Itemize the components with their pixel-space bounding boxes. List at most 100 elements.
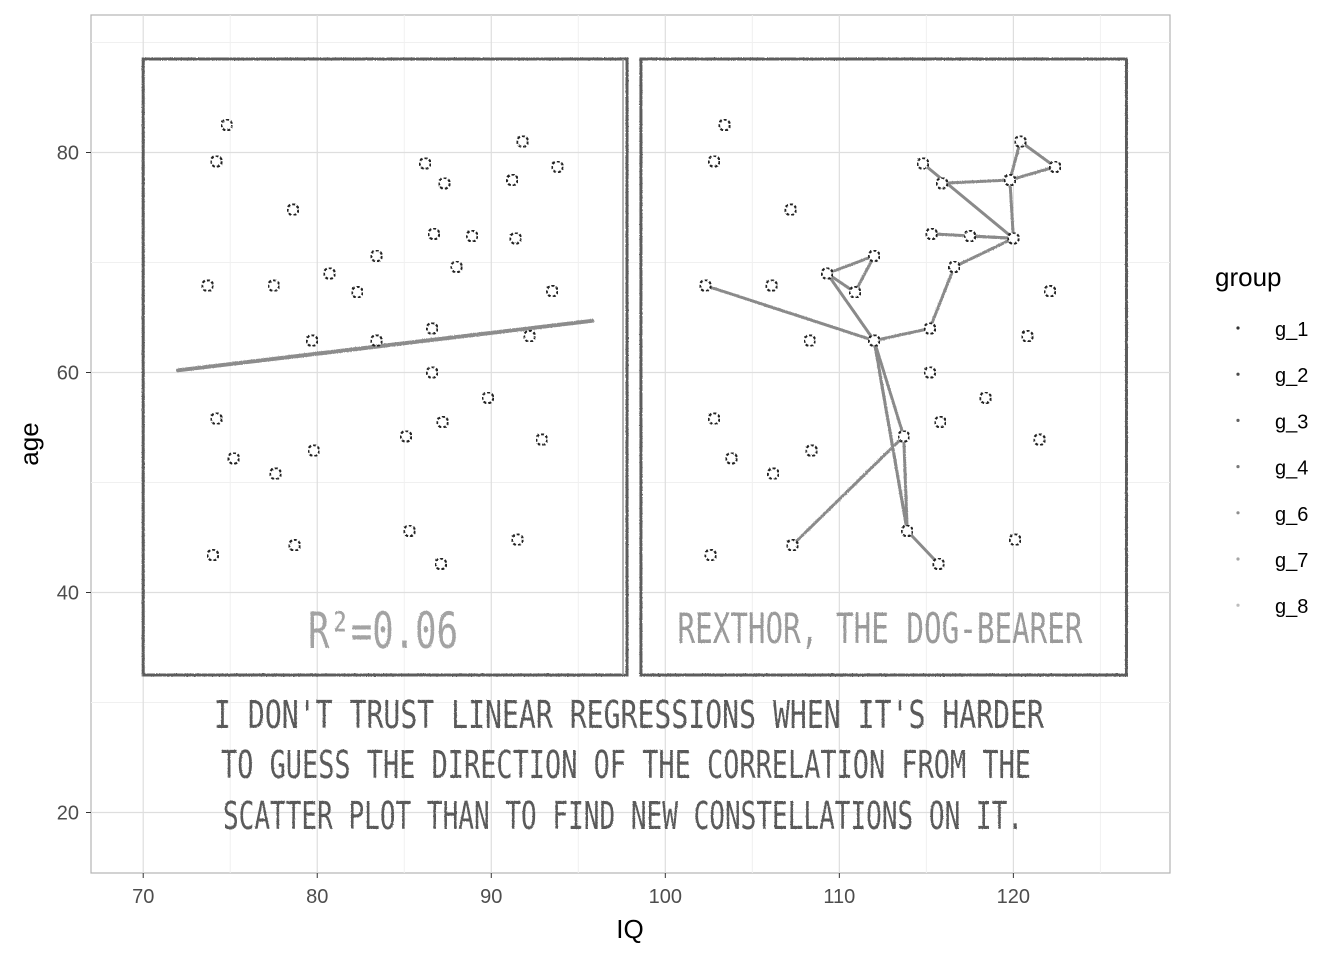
data-point-right [900,524,914,538]
legend-key-g_1 [1236,326,1240,330]
constellation-edge [902,434,909,533]
data-point-left [369,249,384,263]
constellation-edge [968,234,1015,240]
data-point-right [1008,533,1022,547]
minor-grid [91,15,1170,873]
y-tick-label: 40 [57,583,79,605]
x-tick-label: 90 [480,886,502,908]
constellation-edge [1018,140,1057,169]
constellation-edge [853,254,876,294]
data-point-left [286,203,300,217]
legend-key-g_4 [1236,465,1240,469]
x-axis-ticks: 70 80 90 100 110 120 [132,873,1030,908]
data-point-right [923,365,937,380]
data-point-right [764,279,779,293]
legend: group g_1 g_2 g_3 g_4 g_6 g_7 g_8 [1215,262,1308,618]
data-point-right [1020,329,1034,343]
y-tick-label: 60 [57,363,79,385]
data-point-right [947,260,961,274]
constellation-edge [952,236,1015,269]
legend-key-g_7 [1236,557,1240,561]
data-point-right [978,391,993,405]
data-point-left [505,173,519,187]
data-point-left [288,538,302,552]
data-point-right [1003,173,1017,187]
data-point-right [717,118,732,132]
data-point-left [545,284,559,298]
constellation-label: REXTHOR, THE DOG-BEARER [678,604,1083,653]
data-point-left [510,533,524,547]
data-point-left [369,334,384,348]
data-point-left [206,548,220,562]
x-tick-label: 70 [132,886,154,908]
x-tick-label: 120 [997,886,1030,908]
data-point-right [803,334,817,348]
data-point-right [724,451,739,465]
data-point-right [916,156,930,171]
constellation-edge [703,284,876,343]
comic-panel-2 [639,57,1128,677]
data-point-right [867,334,881,348]
data-point-right [924,227,939,241]
legend-label-g_1: g_1 [1275,319,1308,341]
data-point-right [935,176,949,190]
constellation-edge [1008,140,1022,182]
data-point-left [425,365,439,380]
data-point-right [785,538,799,552]
data-point-right [1048,160,1062,174]
constellation-edge [872,339,909,533]
data-point-right [820,266,834,281]
data-point-left [402,524,417,538]
data-point-right [1013,134,1027,149]
constellation-edge [872,327,932,343]
legend-key-g_3 [1236,418,1240,422]
r-squared-label: R²=0.06 [308,602,458,660]
data-point-left [268,467,283,481]
comic-panel-1 [141,57,629,677]
data-point-left [437,176,451,190]
data-point-right [1006,231,1020,245]
constellation-edge [1008,165,1057,182]
data-point-right [784,203,798,217]
data-point-right [707,154,721,168]
data-point-right [867,249,881,263]
data-point-left [515,134,530,149]
legend-key-g_8 [1236,603,1240,607]
data-point-left [322,266,337,281]
regression-line [176,318,595,373]
data-point-left [522,329,537,343]
constellation-edge [872,339,906,438]
constellation-edge [905,529,941,566]
data-point-right [707,412,721,426]
legend-label-g_8: g_8 [1275,596,1308,618]
x-axis-title: IQ [616,914,643,944]
data-point-right [848,285,862,299]
data-point-left [434,557,448,571]
legend-label-g_6: g_6 [1275,504,1308,526]
data-point-left [220,118,234,132]
legend-label-g_3: g_3 [1275,411,1308,433]
y-tick-label: 80 [57,143,79,165]
data-point-left [305,334,319,348]
legend-key-g_2 [1236,372,1240,376]
data-point-left [399,429,413,443]
data-point-left [267,279,281,293]
legend-label-g_7: g_7 [1275,550,1308,572]
legend-title: group [1215,262,1282,292]
data-point-right [963,229,977,243]
data-point-right [1043,284,1057,298]
data-point-left [227,451,241,465]
data-point-right [931,557,946,571]
scatter-points [201,118,1062,571]
data-point-right [923,321,937,336]
data-point-left [350,285,364,299]
legend-key-g_6 [1236,511,1240,515]
data-point-left [307,444,321,458]
x-tick-label: 100 [649,886,682,908]
legend-label-g_2: g_2 [1275,365,1308,387]
data-point-left [418,156,432,171]
caption-line-1: I DON'T TRUST LINEAR REGRESSIONS WHEN IT… [214,693,1044,737]
constellation-edge [825,272,876,343]
annotation-lines [176,140,1057,566]
